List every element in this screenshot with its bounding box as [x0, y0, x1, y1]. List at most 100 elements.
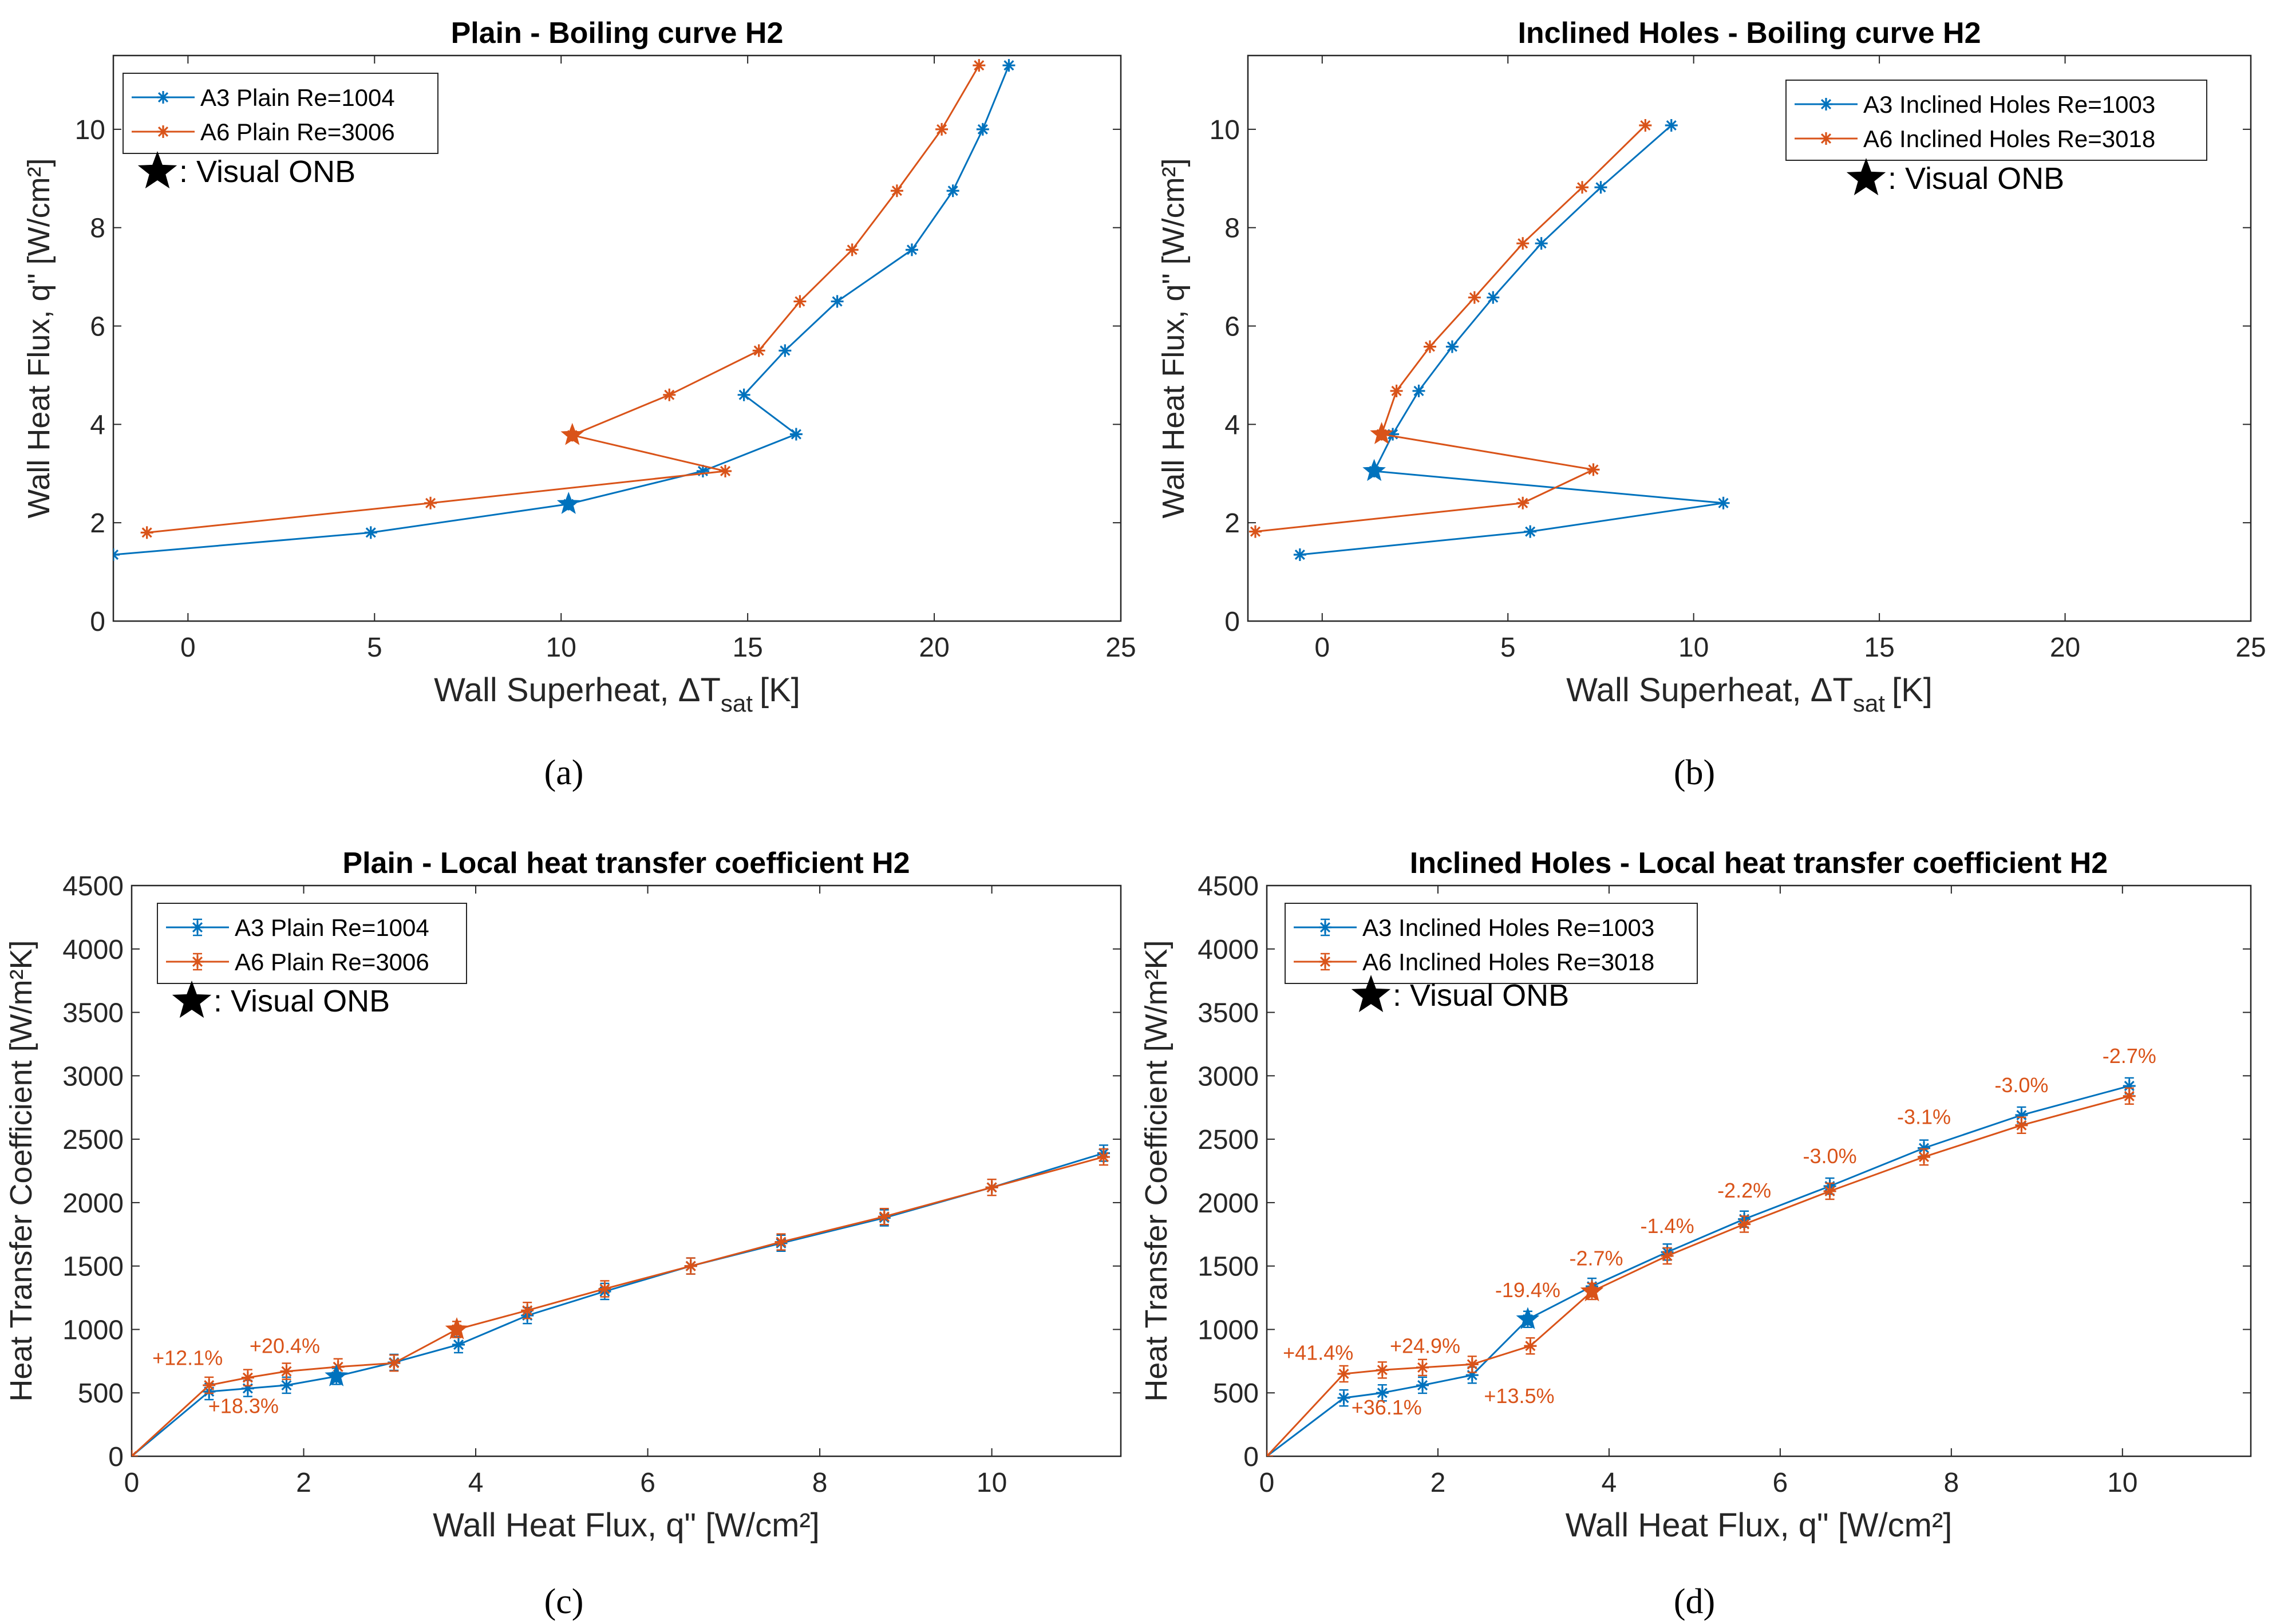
chart-a-x-tick-label: 15: [732, 633, 762, 663]
chart-d-x-axis-label: Wall Heat Flux, q" [W/cm²]: [1566, 1507, 1953, 1544]
chart-b-series-0-point: [1445, 340, 1459, 353]
chart-a-x-tick-label: 0: [180, 633, 196, 663]
chart-b-x-tick-label: 0: [1314, 633, 1330, 663]
chart-d-x-tick-label: 6: [1773, 1468, 1788, 1498]
chart-c-legend-marker-1: [191, 955, 204, 968]
chart-c: 0 2 4 6 8 10 0 500 1000 1500 2000 2500 3000 3500 4000 4…: [4, 847, 1122, 1621]
chart-a-series-0-line: [113, 65, 1010, 556]
chart-d-y-tick-label: 2500: [1198, 1125, 1259, 1155]
chart-d-annotation: -1.4%: [1641, 1214, 1694, 1238]
chart-a-onb-legend-star-icon: [137, 151, 177, 189]
chart-b-x-axis-label-sub: sat: [1853, 690, 1885, 717]
chart-b-onb-legend-label: : Visual ONB: [1888, 161, 2064, 196]
chart-c-y-tick-label: 1500: [62, 1252, 124, 1282]
chart-d-legend: A3 Inclined Holes Re=1003 A6 Inclined Hol…: [1285, 903, 1698, 984]
chart-a-y-tick-label: 4: [90, 410, 105, 440]
chart-a-y-axis-label: Wall Heat Flux, q" [W/cm²]: [22, 158, 56, 518]
chart-d-y-axis-label: Heat Transfer Coefficient [W/m²K]: [1139, 940, 1173, 1401]
chart-b-caption: (b): [1674, 753, 1715, 792]
chart-d-y-tick-label: 4500: [1198, 871, 1259, 902]
chart-d-series-1-point: [1416, 1361, 1429, 1374]
chart-d-series-1-point: [1917, 1151, 1930, 1164]
chart-d-series-1-point: [1465, 1358, 1479, 1371]
chart-d-y-tick-label: 3000: [1198, 1061, 1259, 1092]
chart-b-y-axis-label: Wall Heat Flux, q" [W/cm²]: [1156, 158, 1191, 518]
chart-c-legend: A3 Plain Re=1004 A6 Plain Re=3006: [157, 903, 467, 984]
chart-c-x-axis-label-main: Wall Heat Flux, q" [W/cm²]: [433, 1507, 820, 1544]
chart-c-x-axis-label: Wall Heat Flux, q" [W/cm²]: [433, 1507, 820, 1544]
chart-a-legend-marker-0: [157, 91, 169, 104]
chart-c-annotation: +20.4%: [250, 1334, 320, 1357]
chart-c-legend-entry-0: A3 Plain Re=1004: [235, 914, 429, 941]
chart-c-y-tick-label: 2500: [62, 1125, 124, 1155]
chart-b-x-axis-label-unit: [K]: [1892, 671, 1933, 709]
chart-d-series-1-point: [1267, 1450, 1273, 1456]
chart-b-legend-entry-1: A6 Inclined Holes Re=3018: [1863, 125, 2155, 152]
chart-d-annotation: -19.4%: [1495, 1278, 1560, 1302]
chart-d-y-tick-label: 2000: [1198, 1188, 1259, 1219]
chart-a-legend-entry-0: A3 Plain Re=1004: [200, 84, 395, 111]
chart-a-series-0-point: [737, 388, 750, 401]
chart-a-series-0-point: [364, 526, 377, 539]
chart-d-x-tick-label: 0: [1259, 1468, 1275, 1498]
chart-c-x-tick-label: 0: [124, 1468, 140, 1498]
chart-a-y-tick-label: 6: [90, 312, 105, 342]
chart-d-y-tick-label: 4000: [1198, 935, 1259, 965]
chart-d-annotation: +13.5%: [1484, 1384, 1554, 1408]
chart-d-annotation: -3.1%: [1897, 1105, 1951, 1129]
chart-b-x-axis-label-main: Wall Superheat, ΔT: [1566, 671, 1853, 709]
chart-c-y-tick-label: 4000: [62, 935, 124, 965]
chart-d-series-1-point: [1524, 1339, 1537, 1353]
chart-b-title: Inclined Holes - Boiling curve H2: [1518, 17, 1981, 50]
chart-d-legend-marker-1: [1319, 955, 1331, 968]
chart-a-series-0-point: [831, 295, 844, 308]
chart-a-series-0-point: [113, 548, 120, 562]
chart-d-caption: (d): [1674, 1582, 1715, 1621]
chart-b-series-1-point: [1248, 525, 1262, 538]
chart-a-series-1-point: [424, 496, 437, 509]
chart-a-series-1-point: [663, 388, 676, 401]
chart-c-annotation: +12.1%: [152, 1346, 223, 1369]
chart-c-legend-marker-0: [191, 921, 204, 934]
chart-c-series-1-point: [388, 1357, 401, 1370]
chart-b-onb-star-1: [1370, 422, 1393, 444]
chart-d-x-tick-label: 4: [1602, 1468, 1617, 1498]
chart-b-series-0-point: [1412, 384, 1425, 397]
chart-c-onb-star-0: [325, 1364, 348, 1386]
chart-d-x-tick-label: 8: [1943, 1468, 1959, 1498]
chart-a-x-tick-label: 5: [367, 633, 382, 663]
chart-b-y-tick-label: 0: [1224, 607, 1240, 637]
chart-b-series-1-point: [1423, 340, 1436, 353]
chart-d-annotation: -3.0%: [1803, 1144, 1857, 1168]
chart-c-title: Plain - Local heat transfer coefficient …: [342, 847, 910, 880]
chart-b-series-1-point: [1576, 181, 1589, 194]
chart-a-series-1-point: [845, 243, 859, 256]
chart-c-series-1-point: [684, 1259, 697, 1273]
chart-d-y-tick-label: 0: [1243, 1442, 1259, 1472]
chart-c-x-tick-label: 2: [296, 1468, 311, 1498]
chart-d-annotation: -2.7%: [1569, 1247, 1623, 1270]
chart-c-y-tick-label: 3000: [62, 1061, 124, 1092]
chart-c-x-tick-label: 4: [468, 1468, 484, 1498]
chart-d-series-1-point: [2015, 1119, 2028, 1132]
chart-c-onb-legend-label: : Visual ONB: [214, 984, 390, 1018]
chart-d: 0 2 4 6 8 10 0 500 1000 1500 2000 2500 3000 3500 4000 4…: [1139, 847, 2252, 1621]
chart-c-x-tick-label: 10: [977, 1468, 1007, 1498]
chart-b-series-0-point: [1594, 181, 1607, 194]
chart-c-series-1-line: [132, 1156, 1104, 1456]
chart-a-series-0-point: [779, 344, 792, 357]
chart-b-x-tick-label: 15: [1864, 633, 1894, 663]
chart-a-legend-marker-1: [157, 125, 169, 138]
chart-a-x-axis-label-unit: [K]: [760, 671, 800, 709]
chart-b-x-tick-label: 20: [2050, 633, 2080, 663]
chart-b-series-1-point: [1468, 291, 1481, 304]
chart-b-series-0: [1293, 118, 1730, 562]
chart-a-series-1-point: [793, 295, 807, 308]
chart-c-y-tick-label: 4500: [62, 871, 124, 902]
chart-a-series-1-point: [140, 526, 153, 539]
chart-d-y-tick-label: 500: [1213, 1378, 1259, 1409]
chart-b-onb-legend-star-icon: [1846, 158, 1886, 196]
chart-a-y-tick-label: 10: [75, 115, 105, 145]
chart-a-series-0-point: [789, 428, 803, 441]
chart-a-x-axis-label-sub: sat: [721, 690, 753, 717]
